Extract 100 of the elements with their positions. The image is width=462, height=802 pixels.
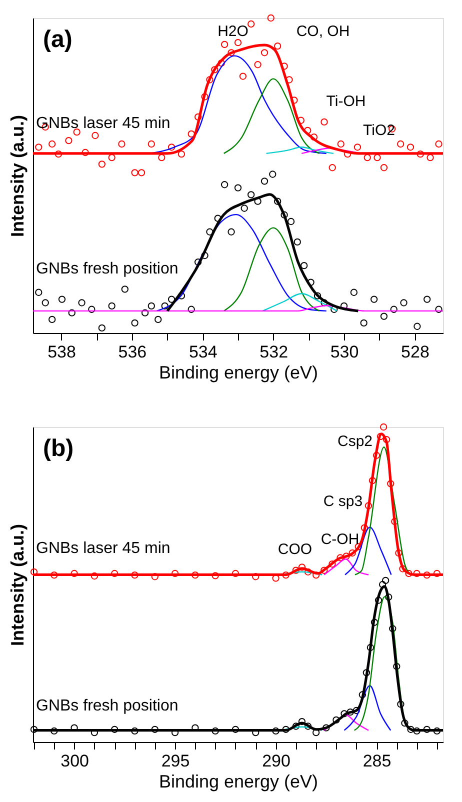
point	[260, 178, 268, 185]
point	[254, 61, 262, 68]
point	[54, 150, 62, 158]
point	[391, 518, 398, 526]
point	[407, 726, 414, 733]
point	[395, 549, 402, 557]
point	[282, 571, 290, 579]
annotation: H2O	[218, 23, 248, 40]
point	[400, 299, 408, 306]
x-axis-title: Binding energy (eV)	[158, 772, 318, 792]
chart-title: (b)	[43, 435, 74, 462]
point	[380, 423, 388, 431]
point	[382, 576, 390, 584]
point	[350, 288, 358, 296]
point	[192, 571, 199, 579]
point	[280, 211, 288, 218]
point	[194, 113, 202, 120]
series-label: GNBs laser 45 min	[36, 540, 170, 557]
point	[178, 150, 186, 158]
point	[252, 573, 260, 580]
point	[413, 570, 420, 578]
y-axis-title: Intensity (a.u.)	[8, 114, 28, 238]
annotation: C sp3	[323, 493, 363, 510]
point	[320, 566, 328, 574]
point	[387, 480, 394, 488]
point	[73, 128, 80, 136]
point	[269, 170, 276, 178]
point	[397, 700, 404, 708]
point	[370, 296, 378, 303]
point	[336, 554, 344, 562]
point	[328, 560, 336, 568]
point	[267, 14, 274, 22]
point	[274, 42, 282, 50]
point	[206, 228, 214, 236]
point	[141, 309, 149, 316]
point	[212, 727, 219, 735]
point	[201, 252, 208, 260]
point	[389, 625, 396, 632]
point	[240, 204, 248, 212]
point	[188, 306, 195, 313]
point	[70, 570, 78, 578]
point	[131, 169, 138, 176]
point	[393, 662, 400, 670]
point	[370, 618, 378, 626]
point	[206, 76, 214, 84]
point	[168, 296, 176, 303]
point	[228, 49, 235, 56]
point	[234, 184, 242, 192]
point	[304, 568, 312, 576]
point	[58, 296, 66, 303]
point	[385, 594, 392, 601]
point	[280, 62, 288, 70]
x-tick-label: 290	[262, 752, 290, 770]
x-tick-label: 532	[260, 342, 288, 362]
point	[232, 726, 240, 733]
point	[92, 132, 99, 140]
point	[300, 262, 308, 270]
point	[433, 570, 441, 578]
point	[383, 436, 390, 444]
point	[362, 669, 370, 676]
point	[364, 154, 371, 162]
point	[330, 306, 338, 313]
point	[354, 144, 362, 151]
point	[286, 76, 293, 84]
point	[188, 130, 195, 138]
annotation: TiO2	[363, 122, 395, 139]
point	[298, 718, 306, 726]
point	[344, 150, 352, 158]
point	[380, 312, 388, 320]
point	[364, 502, 372, 510]
point	[247, 20, 255, 28]
point	[307, 278, 314, 286]
point	[178, 292, 186, 300]
point	[401, 720, 408, 727]
point	[435, 140, 442, 148]
point	[399, 565, 406, 572]
point	[340, 710, 348, 718]
point	[360, 524, 368, 532]
x-tick-label: 534	[188, 342, 218, 362]
point	[234, 38, 242, 46]
chart-title: (a)	[43, 26, 72, 53]
series-label: GNBs laser 45 min	[36, 115, 170, 132]
x-tick-label: 538	[48, 342, 76, 362]
point	[414, 322, 421, 330]
point	[30, 726, 38, 733]
point	[390, 306, 398, 313]
point	[247, 191, 255, 198]
point	[42, 299, 49, 306]
point	[131, 571, 138, 579]
point	[131, 727, 138, 735]
point	[272, 727, 280, 735]
point	[220, 181, 228, 188]
x-tick-label: 536	[118, 342, 147, 362]
point	[346, 708, 354, 716]
point	[212, 572, 219, 580]
point	[118, 140, 126, 148]
point	[88, 306, 96, 313]
point	[426, 154, 434, 162]
point	[138, 169, 146, 176]
annotation: C-OH	[320, 531, 360, 548]
